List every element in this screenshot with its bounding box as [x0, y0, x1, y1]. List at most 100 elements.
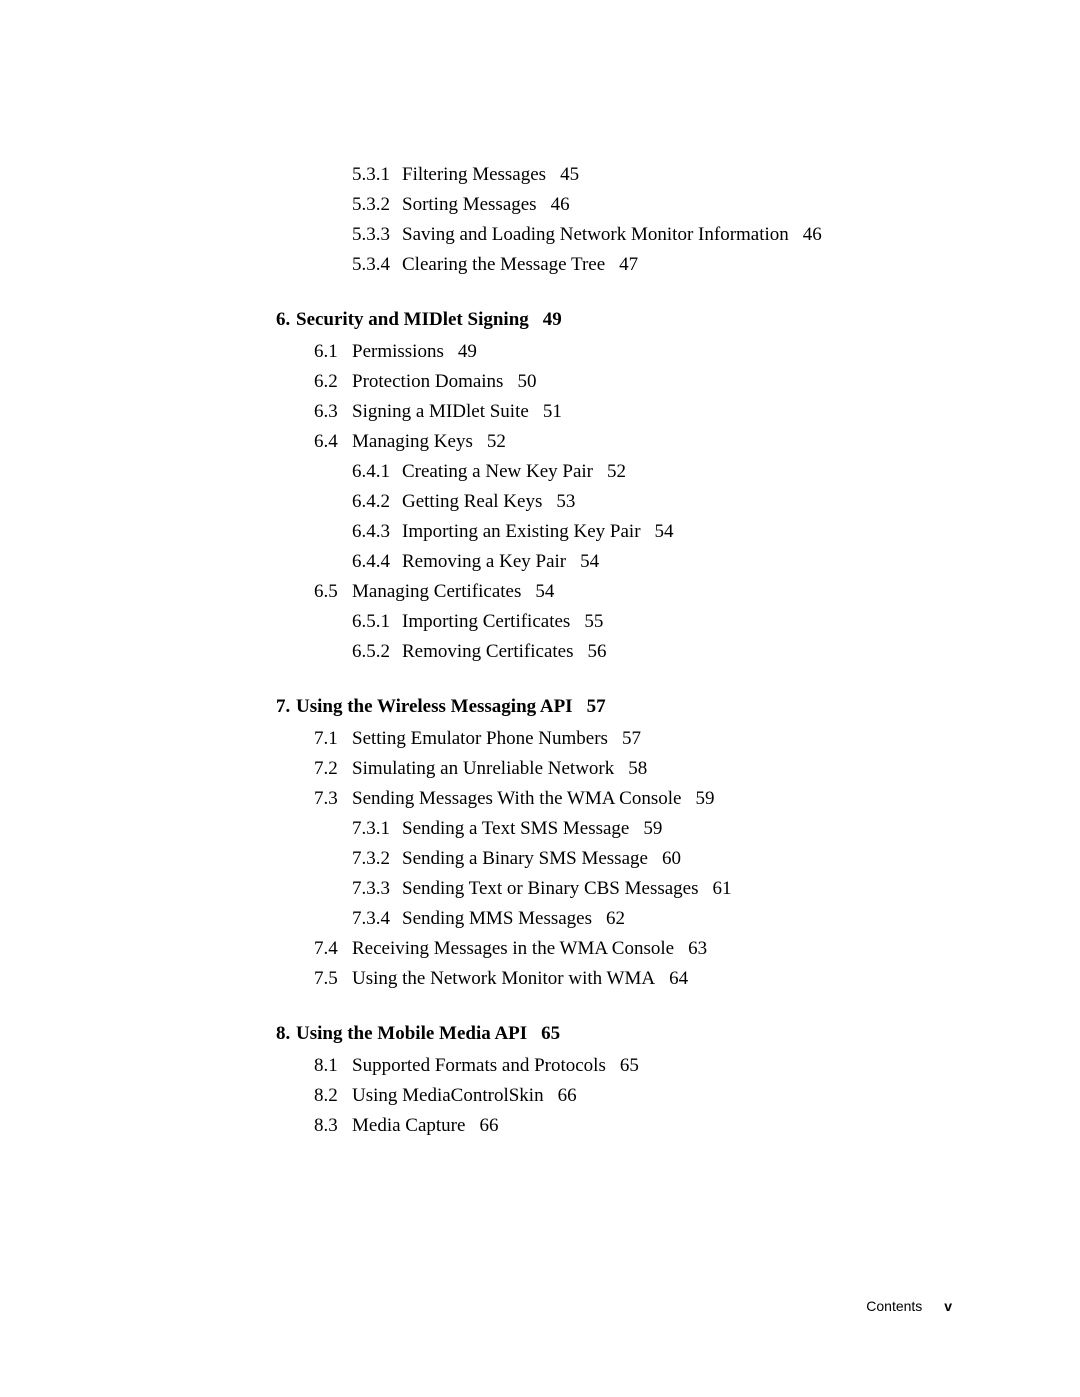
toc-entry-page: 45	[560, 164, 579, 185]
toc-entry-title: Supported Formats and Protocols	[352, 1055, 606, 1076]
toc-entry: 6.5.1Importing Certificates 55	[352, 612, 960, 631]
toc-entry-page: 54	[580, 551, 599, 572]
toc-entry-page: 60	[662, 848, 681, 869]
toc-entry: 8.1Supported Formats and Protocols 65	[314, 1056, 960, 1075]
toc-entry: 5.3.3Saving and Loading Network Monitor …	[352, 225, 960, 244]
toc-entry: 6.3Signing a MIDlet Suite 51	[314, 402, 960, 421]
toc-entry-page: 46	[551, 194, 570, 215]
toc-entry-page: 52	[487, 431, 506, 452]
toc-entry-title: Signing a MIDlet Suite	[352, 401, 529, 422]
toc-entry-page: 51	[543, 401, 562, 422]
toc-entry-title: Creating a New Key Pair	[402, 461, 593, 482]
toc-entry-title: Getting Real Keys	[402, 491, 542, 512]
toc-entry: 7.3.4Sending MMS Messages62	[352, 909, 960, 928]
toc-entry-number: 8.3	[314, 1116, 352, 1135]
toc-entry-title: Sending MMS Messages	[402, 908, 592, 929]
toc-entry-number: 6.2	[314, 372, 352, 391]
toc-entry-number: 6.	[276, 310, 296, 329]
toc-entry-title: Security and MIDlet Signing	[296, 309, 529, 330]
toc-entry-page: 66	[558, 1085, 577, 1106]
toc-entry-number: 6.4	[314, 432, 352, 451]
toc-entry-number: 7.3	[314, 789, 352, 808]
toc-entry-title: Permissions	[352, 341, 444, 362]
toc-entry: 6.5Managing Certificates54	[314, 582, 960, 601]
toc-entry-number: 7.3.1	[352, 819, 402, 838]
toc-entry-number: 7.2	[314, 759, 352, 778]
toc-entry: 6.4.1Creating a New Key Pair 52	[352, 462, 960, 481]
toc-entry-title: Using the Wireless Messaging API	[296, 696, 573, 717]
toc-entry-page: 64	[669, 968, 688, 989]
toc-entry: 7.4Receiving Messages in the WMA Console…	[314, 939, 960, 958]
toc-chapter-entry: 6.Security and MIDlet Signing 49	[276, 310, 960, 329]
toc-entry-title: Using MediaControlSkin	[352, 1085, 544, 1106]
toc-entry-number: 5.3.3	[352, 225, 402, 244]
toc-entry-title: Using the Network Monitor with WMA	[352, 968, 655, 989]
toc-entry-number: 7.3.4	[352, 909, 402, 928]
toc-entry-page: 65	[541, 1023, 560, 1044]
toc-entry-title: Receiving Messages in the WMA Console	[352, 938, 674, 959]
toc-entry-title: Simulating an Unreliable Network	[352, 758, 614, 779]
toc-entry: 7.3.2Sending a Binary SMS Message60	[352, 849, 960, 868]
toc-entry-number: 6.4.4	[352, 552, 402, 571]
toc-entry: 6.5.2Removing Certificates56	[352, 642, 960, 661]
toc-entry-page: 55	[584, 611, 603, 632]
toc-entry: 7.5Using the Network Monitor with WMA 64	[314, 969, 960, 988]
toc-entry: 8.2Using MediaControlSkin66	[314, 1086, 960, 1105]
toc-entry-title: Sending Text or Binary CBS Messages	[402, 878, 699, 899]
toc-container: 5.3.1Filtering Messages 45 5.3.2Sorting Me…	[276, 165, 960, 1135]
footer-page-number: v	[944, 1298, 952, 1314]
toc-entry-page: 56	[587, 641, 606, 662]
toc-entry: 8.3Media Capture66	[314, 1116, 960, 1135]
toc-entry-number: 6.4.1	[352, 462, 402, 481]
toc-entry-title: Setting Emulator Phone Numbers	[352, 728, 608, 749]
toc-entry-page: 53	[556, 491, 575, 512]
toc-entry: 7.3Sending Messages With the WMA Console…	[314, 789, 960, 808]
toc-entry-title: Sending Messages With the WMA Console	[352, 788, 681, 809]
toc-entry-title: Sorting Messages	[402, 194, 537, 215]
toc-entry-number: 8.1	[314, 1056, 352, 1075]
toc-entry-number: 5.3.1	[352, 165, 402, 184]
toc-entry-title: Using the Mobile Media API	[296, 1023, 527, 1044]
toc-entry: 6.2Protection Domains50	[314, 372, 960, 391]
toc-entry-number: 6.3	[314, 402, 352, 421]
toc-entry-number: 7.5	[314, 969, 352, 988]
toc-entry-number: 7.3.3	[352, 879, 402, 898]
toc-entry-page: 54	[655, 521, 674, 542]
toc-page: 5.3.1Filtering Messages 45 5.3.2Sorting Me…	[0, 0, 1080, 1397]
toc-entry-number: 6.5.1	[352, 612, 402, 631]
toc-entry-page: 57	[587, 696, 606, 717]
toc-entry-number: 7.3.2	[352, 849, 402, 868]
toc-entry-title: Protection Domains	[352, 371, 503, 392]
toc-entry-title: Removing Certificates	[402, 641, 573, 662]
page-footer: Contents v	[866, 1298, 952, 1314]
toc-entry-number: 6.4.2	[352, 492, 402, 511]
toc-entry: 6.1Permissions 49	[314, 342, 960, 361]
toc-entry-number: 8.	[276, 1024, 296, 1043]
toc-entry: 6.4.3Importing an Existing Key Pair54	[352, 522, 960, 541]
toc-entry: 7.2Simulating an Unreliable Network58	[314, 759, 960, 778]
toc-entry-number: 6.1	[314, 342, 352, 361]
toc-entry-page: 59	[643, 818, 662, 839]
toc-entry-page: 46	[803, 224, 822, 245]
toc-entry-title: Filtering Messages	[402, 164, 546, 185]
toc-entry-page: 52	[607, 461, 626, 482]
toc-entry-page: 59	[695, 788, 714, 809]
toc-entry: 7.1Setting Emulator Phone Numbers57	[314, 729, 960, 748]
toc-entry-number: 6.5	[314, 582, 352, 601]
toc-entry-page: 47	[619, 254, 638, 275]
toc-entry-page: 54	[535, 581, 554, 602]
toc-entry-title: Importing an Existing Key Pair	[402, 521, 641, 542]
toc-entry-page: 65	[620, 1055, 639, 1076]
toc-entry-number: 7.	[276, 697, 296, 716]
toc-entry-page: 49	[543, 309, 562, 330]
toc-entry-page: 49	[458, 341, 477, 362]
toc-entry-title: Sending a Text SMS Message	[402, 818, 629, 839]
toc-entry: 7.3.3Sending Text or Binary CBS Messages…	[352, 879, 960, 898]
toc-entry-title: Clearing the Message Tree	[402, 254, 605, 275]
toc-entry-title: Importing Certificates	[402, 611, 570, 632]
footer-label: Contents	[866, 1298, 922, 1314]
toc-entry: 6.4Managing Keys52	[314, 432, 960, 451]
toc-entry-number: 5.3.2	[352, 195, 402, 214]
toc-entry: 7.3.1Sending a Text SMS Message 59	[352, 819, 960, 838]
toc-entry-page: 61	[713, 878, 732, 899]
